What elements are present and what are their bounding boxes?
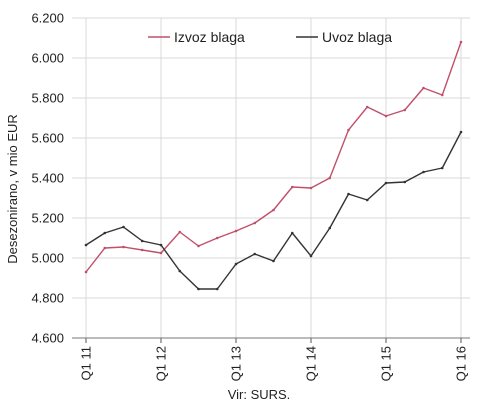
- data-point: [103, 246, 107, 250]
- data-point: [422, 86, 425, 90]
- y-tick-label: 4.800: [31, 291, 64, 306]
- data-point: [328, 176, 332, 180]
- x-tick-label: Q1 12: [154, 346, 169, 381]
- y-tick-label: 5.600: [31, 131, 64, 146]
- data-point: [84, 243, 88, 247]
- data-point: [459, 40, 463, 44]
- data-point: [140, 239, 144, 243]
- y-tick-label: 5.000: [31, 251, 64, 266]
- data-point: [272, 208, 275, 212]
- data-point: [234, 262, 238, 266]
- y-tick-label: 5.400: [31, 171, 64, 186]
- data-point: [290, 231, 294, 235]
- y-tick-label: 6.200: [31, 11, 64, 26]
- data-point: [459, 130, 463, 134]
- data-point: [272, 259, 275, 263]
- series-uvoz-blaga: [84, 130, 463, 291]
- data-point: [403, 180, 407, 184]
- data-point: [422, 170, 425, 174]
- data-point: [347, 128, 350, 132]
- data-point: [347, 192, 350, 196]
- y-tick-label: 6.000: [31, 51, 64, 66]
- data-point: [309, 186, 313, 190]
- y-axis-label: Desezonirano, v mio EUR: [5, 114, 20, 264]
- y-tick-label: 5.200: [31, 211, 64, 226]
- data-point: [290, 185, 294, 189]
- x-tick-label: Q1 14: [304, 346, 319, 381]
- data-point: [197, 244, 200, 248]
- data-point: [84, 270, 88, 274]
- y-axis-ticks: 4.600 4.800 5.000 5.200 5.400 5.600 5.800 6.000…: [31, 11, 64, 346]
- x-axis: Q1 11 Q1 12 Q1 13 Q1 14 Q1 15 Q1 16: [72, 337, 470, 381]
- data-point: [253, 252, 257, 256]
- data-point: [384, 114, 388, 118]
- x-tick-label: Q1 11: [79, 346, 94, 380]
- data-point: [215, 236, 219, 240]
- data-point: [309, 254, 313, 258]
- source-note: Vir: SURS.: [228, 387, 291, 402]
- data-point: [384, 181, 388, 185]
- data-point: [140, 248, 144, 252]
- series-izvoz-blaga: [84, 40, 463, 274]
- data-point: [215, 287, 219, 291]
- legend-label: Uvoz blaga: [322, 29, 392, 45]
- data-point: [365, 105, 369, 109]
- data-point: [159, 243, 163, 247]
- data-point: [403, 108, 407, 112]
- data-point: [440, 166, 444, 170]
- data-point: [440, 93, 444, 97]
- y-tick-label: 4.600: [31, 331, 64, 346]
- data-point: [328, 226, 332, 230]
- x-tick-label: Q1 13: [229, 346, 244, 381]
- y-tick-label: 5.800: [31, 91, 64, 106]
- chart-series: [84, 40, 463, 291]
- data-point: [197, 287, 200, 291]
- series-line: [85, 41, 462, 273]
- data-point: [365, 198, 369, 202]
- data-point: [122, 225, 125, 229]
- x-tick-label: Q1 15: [379, 346, 394, 381]
- data-point: [159, 251, 163, 255]
- x-tick-label: Q1 16: [454, 346, 469, 381]
- data-point: [178, 230, 182, 234]
- data-point: [103, 231, 107, 235]
- legend: Izvoz blaga Uvoz blaga: [148, 29, 392, 45]
- data-point: [253, 221, 257, 225]
- data-point: [234, 229, 238, 233]
- data-point: [178, 269, 182, 273]
- chart-gridlines: [72, 17, 470, 339]
- legend-label: Izvoz blaga: [174, 29, 245, 45]
- data-point: [122, 245, 125, 249]
